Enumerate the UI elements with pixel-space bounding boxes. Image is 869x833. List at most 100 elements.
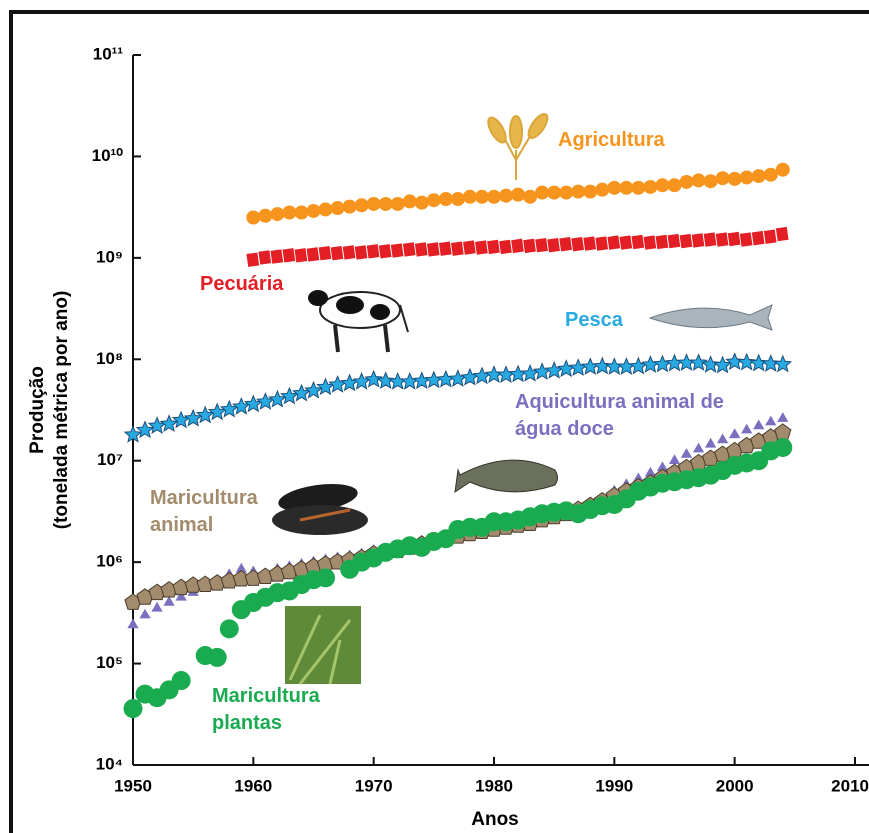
point [511,187,526,202]
point [175,590,187,601]
x-tick-label: 1960 [234,776,272,795]
point [595,182,610,197]
point [243,394,263,413]
point [487,239,500,255]
point [147,416,167,434]
point [523,238,536,254]
point [378,196,393,211]
point [571,184,586,199]
point [306,203,321,218]
point [304,380,323,399]
point [123,699,143,719]
point [763,167,778,182]
point [571,237,585,252]
point [641,355,660,373]
point [231,396,251,415]
point [777,412,789,422]
y-tick-label: 10⁷ [97,450,123,469]
point [328,374,347,393]
series-label: Aquicultura animal de água doce [515,391,724,440]
point [643,235,657,250]
point [617,357,636,375]
point [414,242,428,257]
x-tick-label: 2010 [831,776,869,795]
point [644,466,657,477]
series-label: Pesca [565,309,623,331]
point [619,180,634,195]
point [559,237,572,252]
point [668,454,681,464]
seaweed-photo [285,606,361,685]
y-axis-label: (tonelada métrica por ano) [51,291,72,530]
point [739,170,754,185]
point [691,233,705,248]
point [316,377,335,396]
point [499,188,514,203]
point [775,162,790,177]
point [547,237,560,253]
point [727,231,741,247]
point [496,365,516,383]
point [607,235,621,250]
point [632,472,644,483]
point [450,192,465,207]
point [246,252,260,267]
point [629,356,648,375]
point [219,399,239,418]
point [595,236,609,251]
point [580,357,600,375]
point [282,248,296,263]
point [376,371,396,389]
point [703,174,718,189]
point [318,246,332,261]
point [763,229,777,244]
point [679,174,694,189]
point [258,250,272,265]
point [426,242,440,257]
point [340,373,359,392]
point [390,243,404,258]
point [364,369,384,388]
point [135,420,155,439]
x-tick-label: 1950 [114,776,152,795]
point [773,354,793,373]
point [535,185,550,200]
point [583,184,598,199]
point [294,205,309,220]
point [511,238,524,254]
point [475,240,488,255]
point [741,423,753,434]
point [163,596,175,606]
series-label: Maricultura plantas [212,685,320,734]
point [715,232,729,247]
point [306,247,320,262]
point [680,448,693,458]
point [256,392,275,410]
point [463,240,476,255]
point [270,249,284,264]
mussel-icon [272,483,368,535]
series-label: Agricultura [558,129,665,151]
point [219,619,239,639]
tilapia-icon [454,459,558,494]
point [535,237,548,253]
point [753,419,765,430]
point [318,202,333,217]
point [183,408,203,427]
point [559,185,574,200]
point [460,367,480,386]
point [330,246,344,261]
point [667,233,681,249]
point [729,428,741,439]
point [547,185,562,200]
point [378,244,392,259]
x-tick-label: 1970 [355,776,393,795]
point [462,189,477,204]
point [751,230,765,246]
point [653,354,672,373]
point [508,364,528,383]
point [139,608,151,619]
point [171,410,191,429]
point [520,363,540,382]
